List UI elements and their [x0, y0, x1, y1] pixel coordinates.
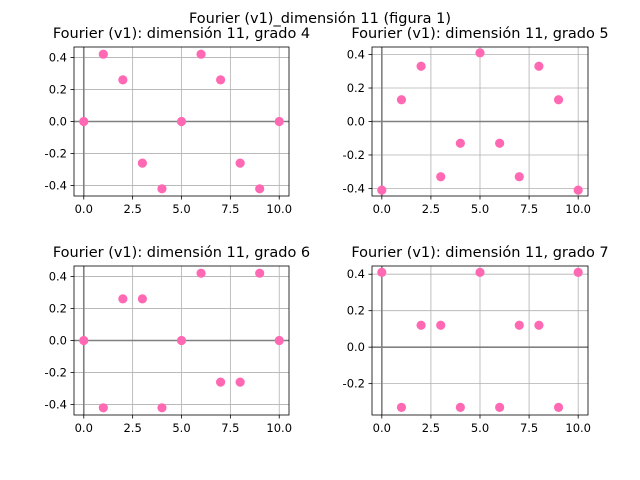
- y-tick-label: -0.2: [343, 377, 365, 391]
- y-tick-label: 0.2: [347, 81, 365, 95]
- data-point: [137, 158, 148, 168]
- plot-frame: [73, 265, 290, 416]
- x-tick-label: 5.0: [172, 421, 190, 435]
- plot-frame: [371, 265, 589, 416]
- data-point: [215, 377, 226, 387]
- data-point: [396, 95, 407, 105]
- data-point: [176, 335, 187, 346]
- data-point: [455, 138, 465, 148]
- x-tick-label: 2.5: [422, 202, 440, 216]
- data-point: [514, 172, 524, 182]
- x-tick-label: 7.5: [221, 202, 239, 216]
- data-point: [176, 116, 187, 127]
- plot-frame: [371, 46, 589, 197]
- data-point: [436, 172, 446, 182]
- data-point: [255, 184, 265, 194]
- data-point: [118, 75, 128, 85]
- data-point: [215, 75, 226, 85]
- y-tick-label: -0.4: [343, 181, 365, 195]
- data-point: [235, 377, 245, 387]
- subplot-3: Fourier (v1): dimensión 11, grado 6 0.0 2.…: [45, 245, 311, 435]
- subplot-title: Fourier (v1): dimensión 11, grado 4: [53, 26, 310, 42]
- data-point: [255, 268, 265, 278]
- data-point: [98, 49, 108, 59]
- x-tick-label: 0.0: [75, 202, 93, 216]
- figure-title: Fourier (v1)_dimensión 11 (figura 1): [189, 11, 451, 27]
- subplot-title: Fourier (v1): dimensión 11, grado 7: [351, 245, 608, 261]
- data-point: [157, 184, 167, 194]
- data-point: [475, 267, 485, 277]
- data-point: [514, 320, 524, 330]
- x-tick-label: 10.0: [565, 421, 591, 435]
- x-tick-label: 10.0: [266, 202, 292, 216]
- data-point: [396, 402, 407, 412]
- x-tick-label: 7.5: [221, 421, 239, 435]
- data-point: [377, 185, 387, 195]
- y-tick-label: -0.2: [45, 366, 67, 380]
- subplot-4: Fourier (v1): dimensión 11, grado 7 0.0 2.…: [343, 245, 609, 435]
- data-point: [475, 48, 485, 58]
- y-tick-label: 0.4: [347, 48, 365, 62]
- y-tick-label: 0.4: [347, 267, 365, 281]
- data-point: [196, 268, 206, 278]
- data-point: [79, 335, 89, 346]
- subplot-2: Fourier (v1): dimensión 11, grado 5 0.0 2.…: [343, 26, 609, 216]
- x-tick-label: 0.0: [373, 202, 391, 216]
- data-point: [534, 61, 544, 71]
- data-point: [235, 158, 245, 168]
- x-tick-label: 5.0: [471, 202, 489, 216]
- data-point: [118, 294, 128, 304]
- y-tick-label: 0.0: [49, 334, 67, 348]
- data-point: [137, 294, 148, 304]
- x-tick-label: 0.0: [75, 421, 93, 435]
- x-tick-label: 7.5: [520, 421, 538, 435]
- x-tick-label: 10.0: [266, 421, 292, 435]
- subplot-grid: Fourier (v1): dimensión 11, grado 4 0.0 2.…: [45, 26, 609, 435]
- data-point: [157, 403, 167, 413]
- data-point: [274, 116, 284, 127]
- data-point: [79, 116, 89, 127]
- data-point: [98, 403, 108, 413]
- y-tick-label: 0.4: [49, 269, 67, 283]
- subplot-title: Fourier (v1): dimensión 11, grado 5: [351, 26, 608, 42]
- y-tick-label: 0.4: [49, 50, 67, 64]
- x-tick-label: 5.0: [471, 421, 489, 435]
- data-point: [573, 267, 583, 277]
- x-tick-label: 2.5: [422, 421, 440, 435]
- data-point: [534, 320, 544, 330]
- data-point: [196, 49, 206, 59]
- data-point: [274, 335, 284, 346]
- y-tick-label: 0.2: [49, 301, 67, 315]
- x-tick-label: 10.0: [565, 202, 591, 216]
- data-point: [455, 402, 465, 412]
- data-point: [436, 320, 446, 330]
- y-tick-label: -0.4: [45, 398, 67, 412]
- data-point: [495, 402, 505, 412]
- data-point: [377, 267, 387, 277]
- data-point: [553, 402, 564, 412]
- y-tick-label: 0.2: [347, 304, 365, 318]
- x-tick-label: 0.0: [373, 421, 391, 435]
- x-tick-label: 2.5: [123, 202, 141, 216]
- plot-frame: [73, 46, 290, 197]
- data-point: [495, 138, 505, 148]
- y-tick-label: 0.0: [49, 115, 67, 129]
- y-tick-label: 0.2: [49, 82, 67, 96]
- data-point: [573, 185, 583, 195]
- x-tick-label: 7.5: [520, 202, 538, 216]
- data-point: [553, 95, 564, 105]
- x-tick-label: 5.0: [172, 202, 190, 216]
- subplot-title: Fourier (v1): dimensión 11, grado 6: [53, 245, 310, 261]
- y-tick-label: 0.0: [347, 340, 365, 354]
- y-tick-label: -0.4: [45, 179, 67, 193]
- data-point: [416, 320, 426, 330]
- subplot-1: Fourier (v1): dimensión 11, grado 4 0.0 2.…: [45, 26, 311, 216]
- x-tick-label: 2.5: [123, 421, 141, 435]
- y-tick-label: 0.0: [347, 115, 365, 129]
- y-tick-label: -0.2: [45, 147, 67, 161]
- y-tick-label: -0.2: [343, 148, 365, 162]
- data-point: [416, 61, 426, 71]
